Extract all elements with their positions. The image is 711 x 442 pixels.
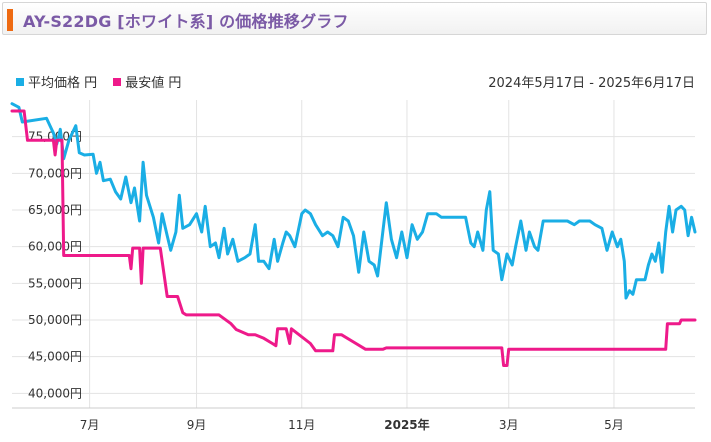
- x-tick-label: 5月: [604, 418, 624, 432]
- legend-item-minimum[interactable]: 最安値 円: [113, 72, 181, 91]
- date-range: 2024年5月17日 - 2025年6月17日: [488, 76, 695, 91]
- page-title: AY-S22DG [ホワイト系] の価格推移グラフ: [23, 12, 349, 31]
- x-tick-label: 2025年: [384, 417, 429, 432]
- legend-item-average[interactable]: 平均価格 円: [16, 72, 97, 91]
- x-tick-label: 11月: [288, 418, 315, 432]
- x-tick-label: 7月: [80, 418, 100, 432]
- y-tick-label: 60,000円: [28, 240, 82, 254]
- chart-header: AY-S22DG [ホワイト系] の価格推移グラフ: [2, 2, 707, 35]
- series-line-minimum[interactable]: [10, 109, 697, 367]
- y-tick-label: 55,000円: [28, 276, 82, 290]
- x-tick-label: 3月: [499, 418, 519, 432]
- legend-swatch-minimum: [113, 78, 122, 86]
- x-axis: 7月 9月 11月 2025年 3月 5月: [80, 417, 624, 432]
- y-tick-label: 40,000円: [28, 386, 82, 400]
- y-tick-label: 50,000円: [28, 313, 82, 327]
- x-tick-label: 9月: [187, 418, 207, 432]
- y-tick-label: 70,000円: [28, 166, 82, 180]
- legend-label-average: 平均価格 円: [28, 76, 98, 91]
- series-line-average[interactable]: [10, 102, 697, 300]
- chart-grid: [12, 100, 695, 408]
- legend-swatch-average: [16, 78, 24, 86]
- chart-series: [10, 102, 697, 367]
- legend-label-minimum: 最安値 円: [125, 76, 182, 91]
- y-tick-label: 45,000円: [28, 350, 82, 364]
- y-tick-label: 65,000円: [28, 203, 82, 217]
- header-accent-bar: [7, 9, 13, 31]
- chart-legend: 平均価格 円 最安値 円: [16, 72, 193, 91]
